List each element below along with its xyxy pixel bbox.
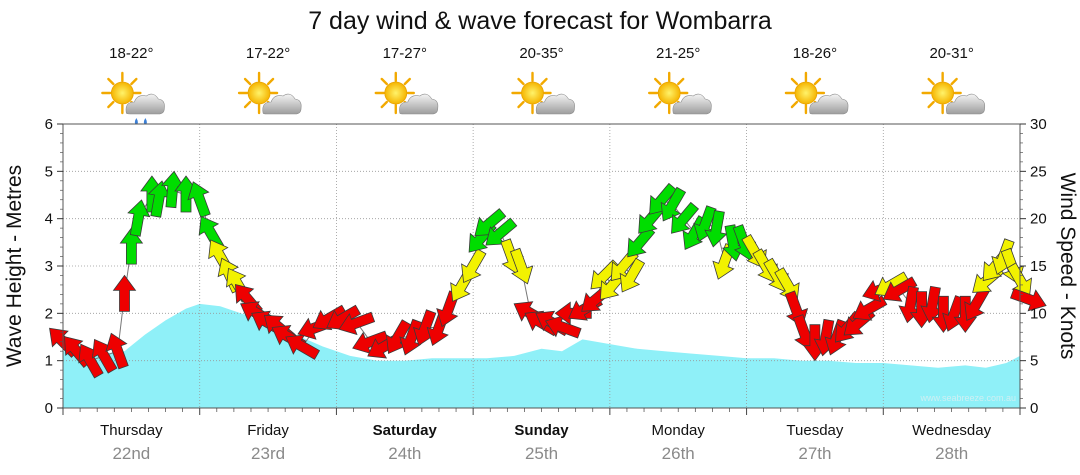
chart-title: 7 day wind & wave forecast for Wombarra [308, 7, 772, 35]
sun-cloud-shape [784, 71, 850, 116]
sun-cloud-icon [921, 71, 986, 116]
wind-arrow [704, 210, 728, 248]
sun-cloud-shape [101, 71, 166, 116]
sun-cloud-shape [374, 71, 440, 116]
day-name-label: Saturday [373, 422, 438, 439]
wind-arrow [619, 257, 646, 293]
wind-arrow-shape [105, 332, 129, 370]
wind-arrow [312, 304, 348, 331]
day-name-label: Thursday [100, 422, 163, 439]
right-axis-tick-label: 15 [1030, 258, 1047, 275]
wind-arrow-shape [660, 186, 687, 222]
right-axis-tick-label: 10 [1030, 305, 1047, 322]
day-date-label: 24th [388, 444, 421, 463]
left-axis-tick-label: 0 [45, 400, 53, 417]
wind-arrow-shape [671, 201, 700, 234]
day-name-label: Friday [247, 422, 289, 439]
day-date-label: 25th [525, 444, 558, 463]
wind-arrow-shape [127, 199, 151, 237]
wind-arrow [1006, 262, 1033, 298]
wind-arrow-shape [704, 210, 728, 248]
day-date-label: 28th [935, 444, 968, 463]
day-name-label: Wednesday [912, 422, 991, 439]
watermark: www.seabreeze.com.au [919, 393, 1016, 403]
wind-arrow [187, 181, 211, 218]
wind-arrow [953, 295, 978, 333]
wind-arrow-shape [852, 295, 888, 321]
left-axis-tick-label: 6 [45, 116, 53, 133]
wind-arrow [105, 332, 129, 370]
wind-arrow [660, 186, 687, 222]
daily-header: 18-22° 17-22° 17-27° 20-35° 21-25° 18-26° 20-3… [101, 45, 986, 125]
wind-arrow [127, 199, 151, 237]
left-axis-tick-label: 5 [45, 163, 53, 180]
day-temperature-range: 18-26° [793, 45, 837, 62]
wind-arrow-shape [619, 257, 646, 293]
day-temperature-range: 18-22° [109, 45, 153, 62]
sun-cloud-icon [511, 71, 576, 116]
wind-arrow-shape [187, 181, 211, 218]
day-date-label: 23rd [251, 444, 285, 463]
wind-arrow-shape [1006, 262, 1033, 298]
wind-arrow-shape [338, 311, 376, 336]
left-axis-title: Wave Height - Metres [3, 165, 26, 367]
sun-cloud-rain-icon [101, 71, 166, 125]
wind-arrow-shape [953, 295, 978, 333]
wind-arrow [1010, 288, 1047, 312]
sun-cloud-shape [921, 71, 986, 116]
sun-cloud-icon [237, 71, 303, 116]
day-date-label: 26th [662, 444, 695, 463]
wind-arrow [338, 311, 376, 336]
left-axis-tick-label: 2 [45, 305, 53, 322]
day-name-label: Monday [652, 422, 706, 439]
sun-cloud-icon [648, 71, 713, 116]
sun-cloud-icon [784, 71, 850, 116]
right-axis-tick-label: 25 [1030, 163, 1047, 180]
wind-arrow-shape [1010, 288, 1047, 312]
wind-arrow [461, 248, 487, 284]
day-name-label: Tuesday [786, 422, 843, 439]
right-axis-tick-label: 30 [1030, 116, 1047, 133]
plot-area [49, 124, 1047, 408]
left-axis-tick-label: 3 [45, 258, 53, 275]
right-axis-tick-label: 0 [1030, 400, 1038, 417]
axes: 0 1 2 3 4 5 6 0 5 10 15 20 25 30 Wave Height - Metres W… [3, 116, 1079, 463]
wave-height-area [63, 303, 1020, 408]
wind-arrow [112, 274, 137, 312]
wind-arrow [882, 276, 918, 302]
wind-arrow-shape [461, 248, 487, 284]
wind-arrow [119, 227, 144, 265]
wind-arrow [852, 295, 888, 321]
day-date-label: 22nd [112, 444, 150, 463]
day-date-label: 27th [798, 444, 831, 463]
left-axis-tick-label: 1 [45, 353, 53, 370]
day-name-label: Sunday [514, 422, 569, 439]
day-temperature-range: 21-25° [656, 45, 700, 62]
day-temperature-range: 17-27° [383, 45, 427, 62]
right-axis-title: Wind Speed - Knots [1056, 173, 1079, 360]
wind-arrow-shape [112, 274, 137, 312]
wind-arrow-shape [119, 227, 144, 265]
sun-cloud-icon [374, 71, 440, 116]
sun-cloud-shape [237, 71, 303, 116]
wind-arrow-shape [882, 276, 918, 302]
wind-arrow [671, 201, 700, 234]
right-axis-tick-label: 5 [1030, 353, 1038, 370]
day-temperature-range: 20-35° [519, 45, 563, 62]
right-axis-tick-label: 20 [1030, 211, 1047, 228]
day-temperature-range: 20-31° [929, 45, 973, 62]
left-axis-tick-label: 4 [45, 211, 53, 228]
day-temperature-range: 17-22° [246, 45, 290, 62]
wind-arrow-shape [312, 304, 348, 331]
wind-arrow [509, 247, 534, 285]
wind-arrow-shape [509, 247, 534, 285]
sun-cloud-shape [648, 71, 713, 116]
sun-cloud-shape [511, 71, 576, 116]
